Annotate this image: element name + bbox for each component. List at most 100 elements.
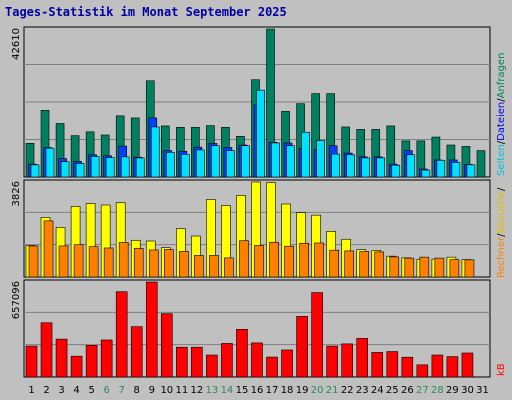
bar-kb-day-3 — [55, 338, 68, 378]
bar-kb-day-27 — [416, 364, 429, 378]
y-max-label-bottom: 657096 — [11, 281, 22, 319]
bar-seiten-day-14 — [226, 150, 235, 178]
bar-kb-day-25 — [386, 351, 399, 378]
bar-kb-day-6 — [100, 339, 113, 378]
x-tick-29: 29 — [446, 385, 459, 396]
right-label-top: Seiten/Dateien/Anfragen — [496, 53, 507, 176]
bar-seiten-day-22 — [346, 154, 355, 178]
bar-seiten-day-17 — [271, 142, 280, 178]
bar-seiten-day-26 — [406, 154, 416, 178]
bar-seiten-day-29 — [451, 162, 461, 178]
bar-seiten-day-24 — [376, 157, 386, 178]
x-tick-18: 18 — [281, 385, 294, 396]
bar-kb-day-10 — [160, 313, 173, 378]
x-tick-15: 15 — [236, 385, 249, 396]
bar-seiten-day-10 — [165, 152, 175, 178]
y-max-label-middle: 3826 — [11, 181, 22, 206]
bar-rechner-day-30 — [464, 259, 475, 278]
bar-rechner-day-1 — [28, 245, 39, 278]
bar-kb-day-29 — [446, 356, 459, 378]
bar-kb-day-8 — [130, 326, 143, 378]
bar-anfragen-day-31 — [476, 150, 486, 178]
chart-title: Tages-Statistik im Monat September 2025 — [5, 5, 287, 19]
bar-seiten-day-1 — [30, 164, 40, 178]
bar-seiten-day-6 — [105, 157, 115, 178]
x-tick-17: 17 — [266, 385, 279, 396]
right-legend-labels: Seiten/Dateien/Anfragen Rechner/Besuche/k… — [496, 53, 507, 376]
right-label-middle: Rechner/Besuche/ — [496, 187, 507, 278]
panel-middle: 3826 — [11, 179, 491, 278]
bar-seiten-day-4 — [75, 163, 85, 178]
bar-rechner-day-17 — [269, 241, 279, 278]
bar-seiten-day-7 — [120, 156, 130, 178]
x-tick-12: 12 — [191, 385, 204, 396]
bar-seiten-day-23 — [361, 157, 371, 178]
bar-kb-day-2 — [40, 322, 53, 378]
bar-seiten-day-9 — [150, 126, 160, 178]
bar-kb-day-20 — [311, 292, 323, 378]
bar-rechner-day-9 — [148, 249, 159, 278]
bar-rechner-day-19 — [299, 242, 309, 278]
bar-rechner-day-26 — [404, 257, 415, 278]
bar-kb-day-1 — [25, 345, 38, 378]
bar-seiten-day-25 — [391, 164, 401, 178]
x-tick-28: 28 — [431, 385, 444, 396]
bar-seiten-day-12 — [196, 149, 205, 178]
bar-kb-day-26 — [401, 356, 414, 378]
bar-kb-day-30 — [461, 352, 474, 378]
x-tick-4: 4 — [73, 385, 79, 396]
bar-rechner-day-15 — [239, 240, 249, 278]
x-tick-2: 2 — [43, 385, 49, 396]
bar-seiten-day-27 — [421, 169, 431, 178]
bar-kb-day-13 — [206, 354, 218, 378]
panel-bottom: 657096 — [11, 279, 491, 378]
bar-rechner-day-28 — [434, 257, 445, 278]
x-tick-27: 27 — [416, 385, 429, 396]
bar-rechner-day-21 — [329, 249, 339, 278]
bar-seiten-day-15 — [241, 145, 250, 178]
bar-rechner-day-6 — [103, 247, 114, 278]
bar-kb-day-12 — [191, 346, 203, 378]
x-tick-9: 9 — [149, 385, 155, 396]
bar-rechner-day-12 — [194, 255, 204, 278]
bar-seiten-day-30 — [466, 164, 476, 178]
bar-rechner-day-7 — [118, 242, 129, 278]
x-tick-5: 5 — [88, 385, 94, 396]
y-max-label-top: 42610 — [11, 28, 22, 60]
bar-kb-day-9 — [145, 281, 158, 378]
bar-kb-day-14 — [221, 343, 233, 378]
bar-rechner-day-4 — [73, 244, 84, 278]
bar-rechner-day-3 — [58, 245, 69, 278]
x-tick-8: 8 — [134, 385, 140, 396]
bar-kb-day-22 — [341, 343, 353, 378]
bar-seiten-day-11 — [181, 154, 190, 178]
bar-seiten-day-18 — [286, 145, 295, 178]
bar-rechner-day-27 — [419, 256, 430, 278]
x-tick-25: 25 — [386, 385, 399, 396]
x-tick-24: 24 — [371, 385, 384, 396]
x-tick-23: 23 — [356, 385, 369, 396]
x-tick-19: 19 — [296, 385, 309, 396]
bar-rechner-day-20 — [314, 242, 324, 278]
bar-kb-day-18 — [281, 349, 293, 378]
x-tick-3: 3 — [58, 385, 64, 396]
chart-panels: 42610 3826 657096 — [11, 26, 491, 378]
x-tick-26: 26 — [401, 385, 414, 396]
bar-rechner-day-11 — [179, 251, 189, 278]
x-tick-21: 21 — [326, 385, 339, 396]
right-label-bottom: kB — [496, 363, 507, 376]
bar-seiten-day-21 — [331, 153, 340, 178]
bar-kb-day-17 — [266, 356, 278, 378]
bar-kb-day-4 — [70, 355, 83, 378]
bar-kb-day-5 — [85, 345, 98, 378]
bar-seiten-day-2 — [45, 147, 55, 178]
bar-rechner-day-22 — [344, 250, 354, 278]
bar-seiten-day-5 — [90, 156, 100, 178]
bar-rechner-day-5 — [88, 246, 99, 278]
bar-rechner-day-16 — [254, 245, 264, 278]
bar-seiten-day-28 — [436, 160, 446, 178]
bar-rechner-day-23 — [359, 251, 370, 278]
bar-kb-day-11 — [176, 346, 188, 378]
bar-kb-day-21 — [326, 345, 338, 378]
bar-seiten-day-19 — [301, 131, 310, 178]
